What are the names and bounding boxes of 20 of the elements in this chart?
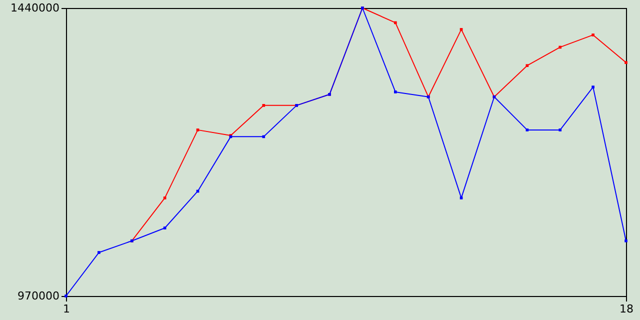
- point: [262, 135, 266, 138]
- point: [163, 226, 166, 230]
- point: [262, 104, 266, 107]
- point: [163, 196, 166, 200]
- point: [460, 28, 463, 31]
- point: [558, 128, 562, 132]
- x-tick-label: 1: [63, 302, 70, 316]
- point: [558, 46, 562, 49]
- x-tick-label: 18: [620, 302, 634, 316]
- y-tick-label: 970000: [18, 290, 60, 302]
- point: [196, 128, 200, 132]
- point: [624, 61, 628, 64]
- line-series: [64, 6, 628, 298]
- point: [526, 128, 529, 132]
- y-tick-label: 1440000: [10, 2, 60, 14]
- point: [460, 196, 463, 200]
- point: [624, 239, 628, 242]
- point: [64, 294, 68, 298]
- point: [394, 21, 397, 24]
- point: [526, 64, 529, 68]
